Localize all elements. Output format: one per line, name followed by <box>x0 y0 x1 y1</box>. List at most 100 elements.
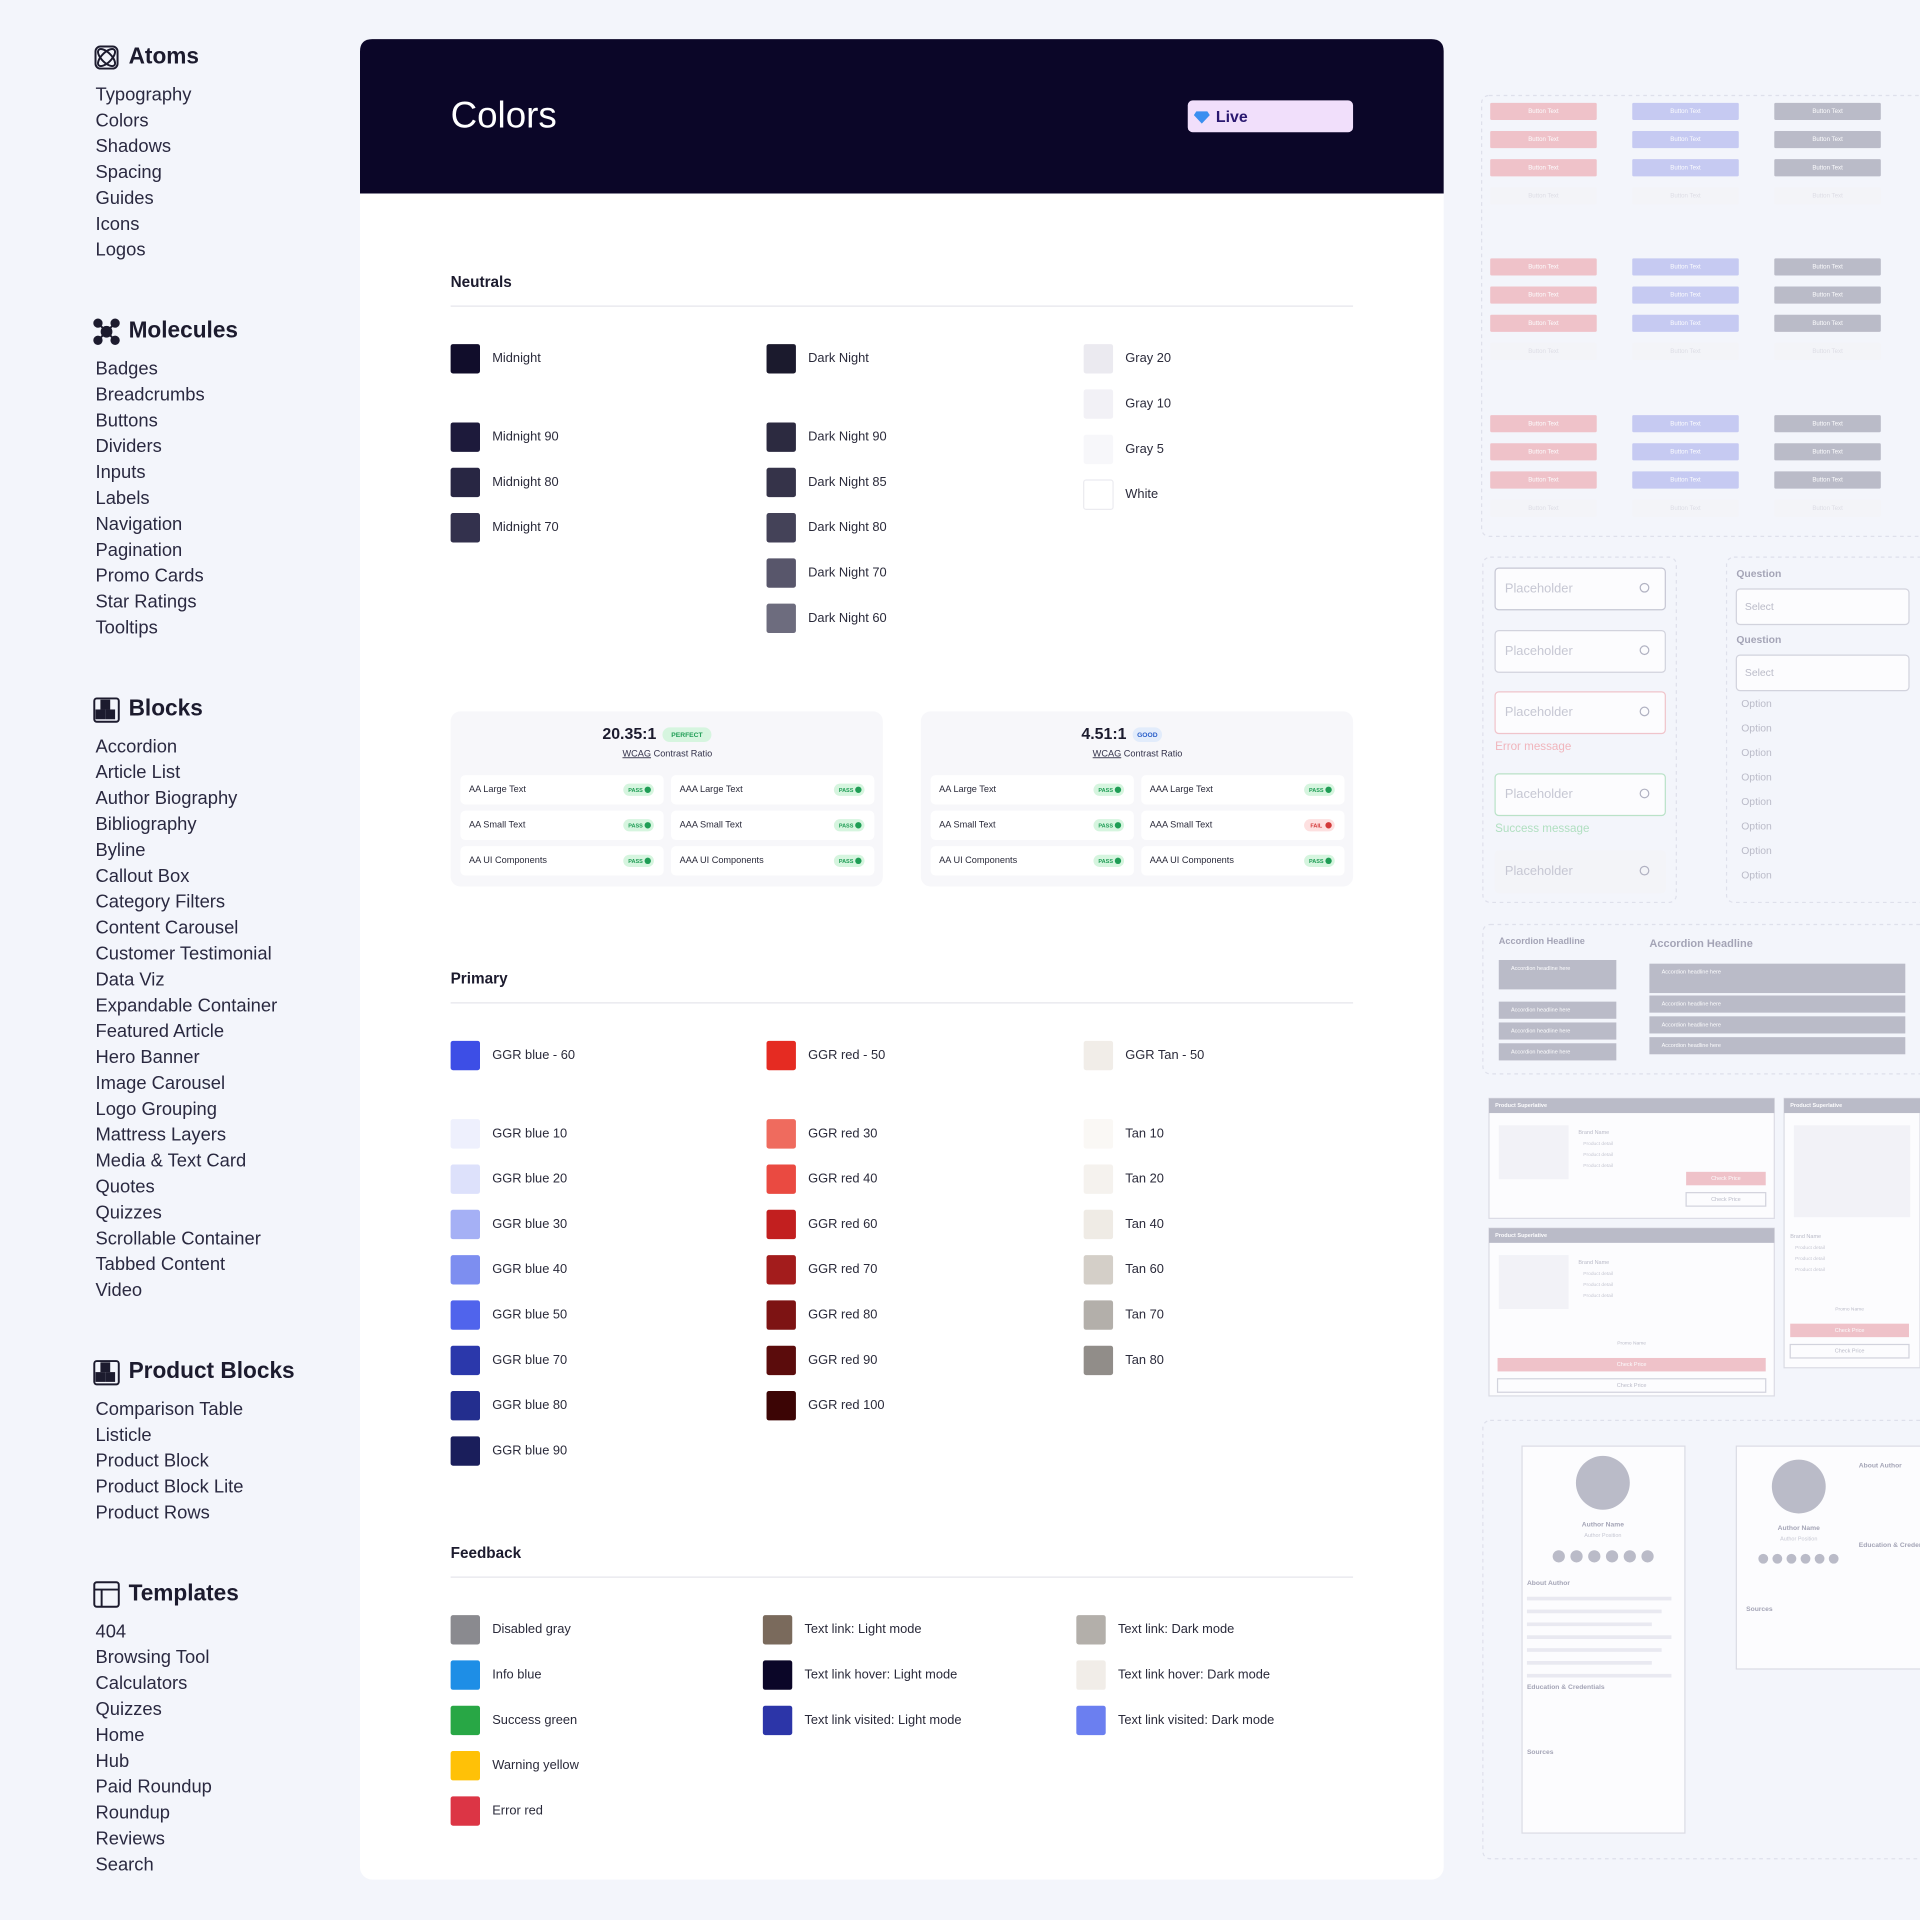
nav-link[interactable]: Category Filters <box>96 891 226 912</box>
icon-part <box>95 1372 106 1382</box>
color-swatch <box>766 558 796 588</box>
nav-link[interactable]: Video <box>96 1279 143 1300</box>
preview-social <box>1758 1553 1769 1564</box>
preview-button-text: Button Text <box>1670 477 1701 484</box>
preview-button-text: Button Text <box>1670 420 1701 427</box>
nav-link[interactable]: Spacing <box>96 161 162 182</box>
result-badge <box>1304 783 1335 796</box>
nav-link[interactable]: Listicle <box>96 1424 152 1445</box>
nav-link[interactable]: Media & Text Card <box>96 1150 247 1171</box>
nav-link[interactable]: Promo Cards <box>96 565 204 586</box>
preview-detail: Product detail <box>1583 1282 1613 1288</box>
nav-link[interactable]: Mattress Layers <box>96 1124 227 1145</box>
nav-link[interactable]: Star Ratings <box>96 591 197 612</box>
preview-social <box>1623 1550 1636 1563</box>
preview-detail: Product detail <box>1583 1293 1613 1299</box>
caption-text: Contrast Ratio <box>654 749 713 759</box>
section-title: Feedback <box>451 1545 522 1562</box>
nav-link[interactable]: Tooltips <box>96 616 158 637</box>
nav-link[interactable]: Search <box>96 1853 154 1874</box>
color-name: Tan 20 <box>1125 1171 1164 1186</box>
nav-link[interactable]: Author Biography <box>96 787 239 808</box>
nav-link[interactable]: Roundup <box>96 1802 171 1823</box>
preview-brand: Brand Name <box>1578 1130 1609 1136</box>
nav-link[interactable]: Inputs <box>96 461 146 482</box>
nav-link[interactable]: Comparison Table <box>96 1398 244 1419</box>
nav-link[interactable]: Typography <box>96 83 193 104</box>
nav-link[interactable]: Browsing Tool <box>96 1646 210 1667</box>
color-swatch <box>762 1705 793 1736</box>
nav-link[interactable]: Featured Article <box>96 1020 225 1041</box>
preview-accordion-item <box>1649 1037 1906 1055</box>
preview-text-line <box>1526 1648 1662 1652</box>
nav-link[interactable]: Calculators <box>96 1672 188 1693</box>
nav-link[interactable]: Icons <box>96 213 140 234</box>
result-label: PASS <box>839 859 854 865</box>
nav-link[interactable]: Hero Banner <box>96 1046 200 1067</box>
nav-link[interactable]: Hub <box>96 1750 130 1771</box>
nav-link[interactable]: Article List <box>96 761 181 782</box>
nav-link[interactable]: Expandable Container <box>96 994 278 1015</box>
nav-link[interactable]: Shadows <box>96 135 172 156</box>
nav-link[interactable]: Quizzes <box>96 1698 162 1719</box>
nav-link[interactable]: Quotes <box>96 1176 155 1197</box>
preview-button-text: Button Text <box>1812 477 1843 484</box>
result-badge <box>1304 819 1335 832</box>
check-label: AAA Small Text <box>1150 820 1213 830</box>
nav-link[interactable]: Bibliography <box>96 813 198 834</box>
nav-link[interactable]: Image Carousel <box>96 1072 226 1093</box>
color-name: Midnight 80 <box>492 474 558 489</box>
nav-link[interactable]: Dividers <box>96 435 162 456</box>
nav-link[interactable]: Navigation <box>96 513 183 534</box>
page-title: Colors <box>451 94 557 135</box>
preview-button <box>1490 131 1597 149</box>
preview-button <box>1632 471 1739 489</box>
preview-question: Question <box>1736 635 1781 646</box>
nav-link[interactable]: Accordion <box>96 735 178 756</box>
preview-button <box>1774 314 1881 332</box>
rating-badge <box>662 727 712 743</box>
icon-part <box>95 709 106 720</box>
nav-link[interactable]: Guides <box>96 187 154 208</box>
nav-link[interactable]: Paid Roundup <box>96 1776 212 1797</box>
icon-part <box>105 1372 116 1382</box>
nav-link[interactable]: Home <box>96 1724 145 1745</box>
check-label: AAA Large Text <box>1150 784 1214 794</box>
preview-button <box>1774 131 1881 149</box>
nav-link[interactable]: Callout Box <box>96 865 190 886</box>
nav-link[interactable]: Content Carousel <box>96 917 239 938</box>
nav-link[interactable]: Product Block <box>96 1450 210 1471</box>
nav-link[interactable]: Breadcrumbs <box>96 383 205 404</box>
nav-link[interactable]: Byline <box>96 839 146 860</box>
result-badge <box>1093 783 1125 796</box>
nav-link[interactable]: Logo Grouping <box>96 1098 217 1119</box>
preview-button <box>1774 258 1881 276</box>
nav-link[interactable]: Customer Testimonial <box>96 942 272 963</box>
preview-social <box>1552 1550 1565 1563</box>
nav-link[interactable]: Logos <box>96 239 146 260</box>
nav-link[interactable]: Reviews <box>96 1827 165 1848</box>
preview-button-text: Button Text <box>1812 320 1843 327</box>
nav-link[interactable]: Buttons <box>96 409 158 430</box>
result-label: PASS <box>628 859 643 865</box>
card-bg <box>450 711 883 887</box>
preview-button <box>1490 342 1597 360</box>
contrast-card: 20.35:1 PERFECT WCAG Contrast Ratio AA Larg… <box>450 711 883 887</box>
nav-link[interactable]: Product Block Lite <box>96 1476 244 1497</box>
nav-link[interactable]: Data Viz <box>96 968 165 989</box>
section-icon <box>93 1581 120 1608</box>
page-header <box>360 39 1444 194</box>
nav-link[interactable]: Badges <box>96 358 158 379</box>
nav-link[interactable]: Product Rows <box>96 1501 210 1522</box>
nav-link[interactable]: Scrollable Container <box>96 1227 261 1248</box>
nav-link[interactable]: Tabbed Content <box>96 1253 226 1274</box>
color-name: GGR Tan - 50 <box>1125 1047 1204 1062</box>
preview-accordion-text: Accordion headline here <box>1662 1043 1721 1049</box>
nav-link[interactable]: Colors <box>96 109 149 130</box>
nav-link[interactable]: Quizzes <box>96 1201 162 1222</box>
nav-link[interactable]: Labels <box>96 487 150 508</box>
nav-link[interactable]: Pagination <box>96 539 183 560</box>
nav-link[interactable]: 404 <box>96 1620 127 1641</box>
check-label: AA Small Text <box>939 820 996 830</box>
